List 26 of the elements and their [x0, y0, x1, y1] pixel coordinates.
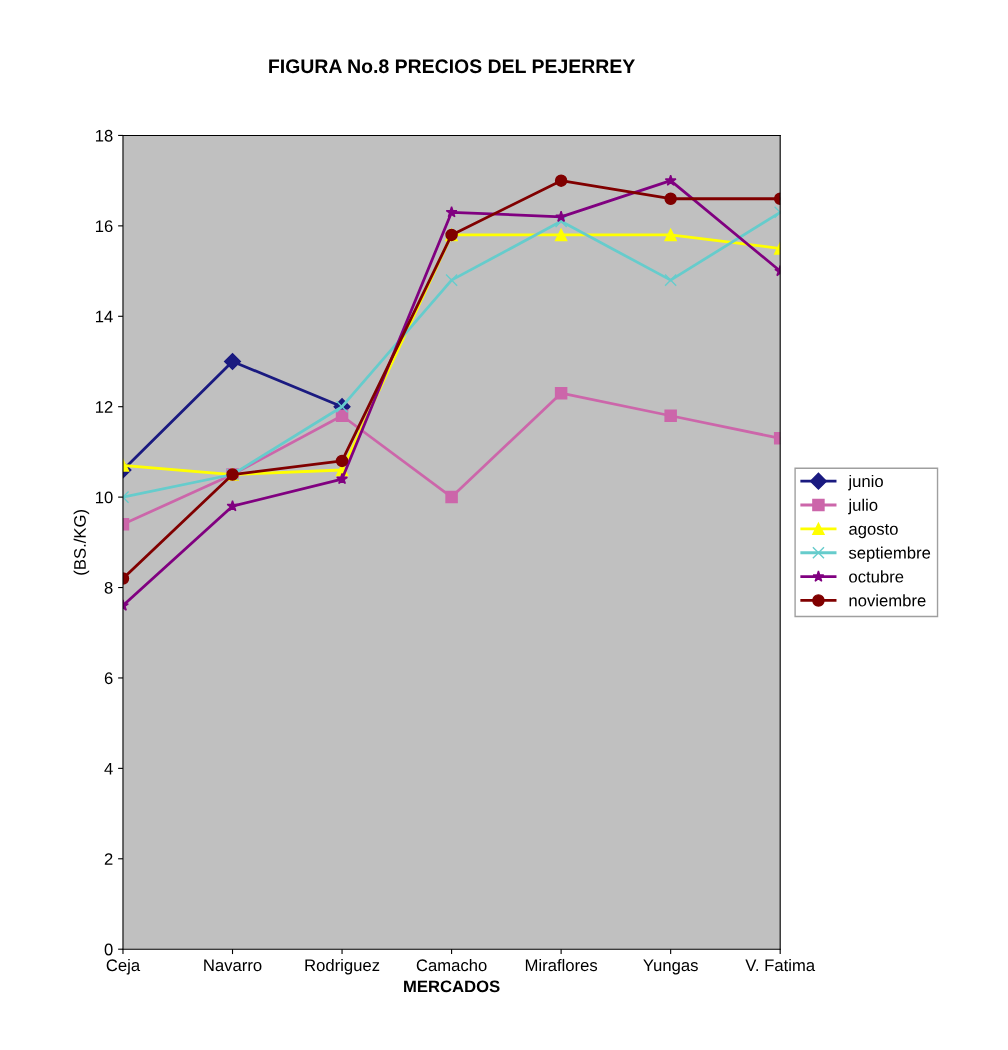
y-tick-label: 14: [95, 310, 113, 323]
legend-label: junio: [848, 474, 883, 491]
y-tick-label: 4: [104, 762, 113, 775]
legend-label: octubre: [849, 570, 904, 583]
legend-label: agosto: [849, 523, 898, 539]
x-tick-label: Rodriguez: [305, 958, 380, 975]
x-axis-title: MERCADOS: [404, 980, 500, 993]
y-tick-label: 12: [95, 401, 113, 413]
y-tick-label: 16: [95, 220, 113, 233]
chart-title: FIGURA No.8 PRECIOS DEL PEJERREY: [269, 59, 635, 74]
y-tick-label: 6: [104, 672, 113, 685]
y-tick-label: 2: [104, 853, 113, 865]
legend-label: noviembre: [849, 594, 926, 607]
x-tick-label: Camacho: [416, 958, 487, 972]
x-tick-label: Yungas: [643, 959, 698, 975]
y-tick-label: 18: [95, 129, 113, 142]
y-tick-label: 8: [104, 581, 113, 594]
x-tick-label: Miraflores: [525, 958, 598, 972]
legend-label: julio: [848, 498, 878, 515]
x-tick-label: Ceja: [106, 958, 141, 975]
y-tick-label: 10: [95, 491, 113, 504]
y-tick-label: 0: [104, 943, 113, 956]
x-tick-label: Navarro: [204, 959, 262, 972]
legend-label: septiembre: [848, 546, 931, 563]
y-axis-title: (BS./KG): [73, 510, 90, 575]
x-tick-label: V. Fatima: [745, 958, 816, 972]
